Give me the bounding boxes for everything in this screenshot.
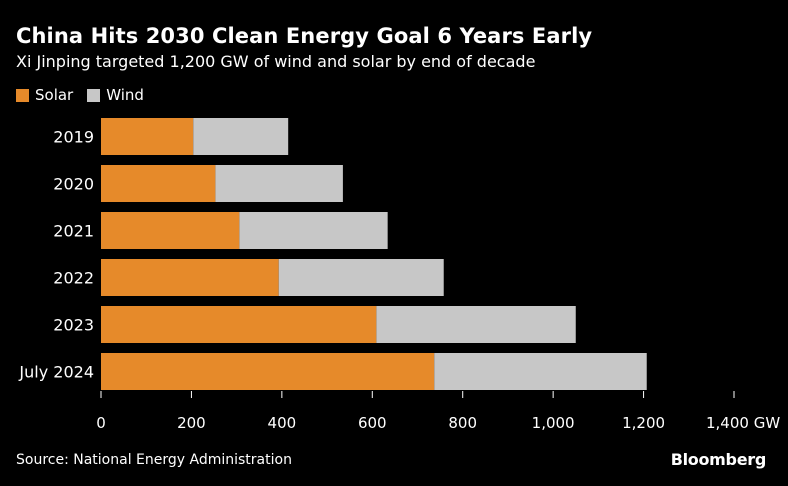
bar-wind-july-2024 bbox=[434, 353, 647, 390]
legend-label-solar: Solar bbox=[35, 86, 74, 104]
legend-item-solar: Solar bbox=[16, 86, 73, 104]
bar-solar-2020 bbox=[101, 165, 216, 202]
category-label: 2022 bbox=[53, 269, 94, 288]
bar-wind-2021 bbox=[239, 212, 388, 249]
bar-solar-2023 bbox=[101, 306, 377, 343]
legend-label-wind: Wind bbox=[106, 86, 144, 104]
category-label: 2021 bbox=[53, 222, 94, 241]
bar-solar-2022 bbox=[101, 259, 279, 296]
bar-wind-2023 bbox=[376, 306, 576, 343]
x-tick-label: 1,000 bbox=[532, 414, 575, 432]
category-label: 2023 bbox=[53, 316, 94, 335]
bar-solar-july-2024 bbox=[101, 353, 435, 390]
bar-solar-2019 bbox=[101, 118, 194, 155]
category-label: July 2024 bbox=[18, 363, 94, 382]
x-tick-label: 0 bbox=[96, 414, 106, 432]
bar-wind-2022 bbox=[278, 259, 444, 296]
chart-title: China Hits 2030 Clean Energy Goal 6 Year… bbox=[16, 24, 593, 48]
category-label: 2020 bbox=[53, 175, 94, 194]
x-tick-label: 400 bbox=[268, 414, 297, 432]
source-note: Source: National Energy Administration bbox=[16, 452, 292, 468]
x-tick-label: 200 bbox=[177, 414, 206, 432]
bar-solar-2021 bbox=[101, 212, 240, 249]
category-label: 2019 bbox=[53, 128, 94, 147]
x-tick-label: 1,400 GW bbox=[706, 414, 780, 432]
bar-wind-2019 bbox=[193, 118, 289, 155]
bar-wind-2020 bbox=[215, 165, 343, 202]
x-tick-label: 800 bbox=[448, 414, 477, 432]
legend: Solar Wind bbox=[16, 86, 144, 104]
legend-swatch-solar bbox=[16, 88, 29, 102]
legend-swatch-wind bbox=[87, 88, 101, 102]
x-tick-label: 600 bbox=[358, 414, 387, 432]
bloomberg-logo: Bloomberg bbox=[670, 450, 767, 469]
chart-subtitle: Xi Jinping targeted 1,200 GW of wind and… bbox=[16, 52, 536, 71]
legend-item-wind: Wind bbox=[87, 86, 144, 104]
x-tick-label: 1,200 bbox=[622, 414, 665, 432]
